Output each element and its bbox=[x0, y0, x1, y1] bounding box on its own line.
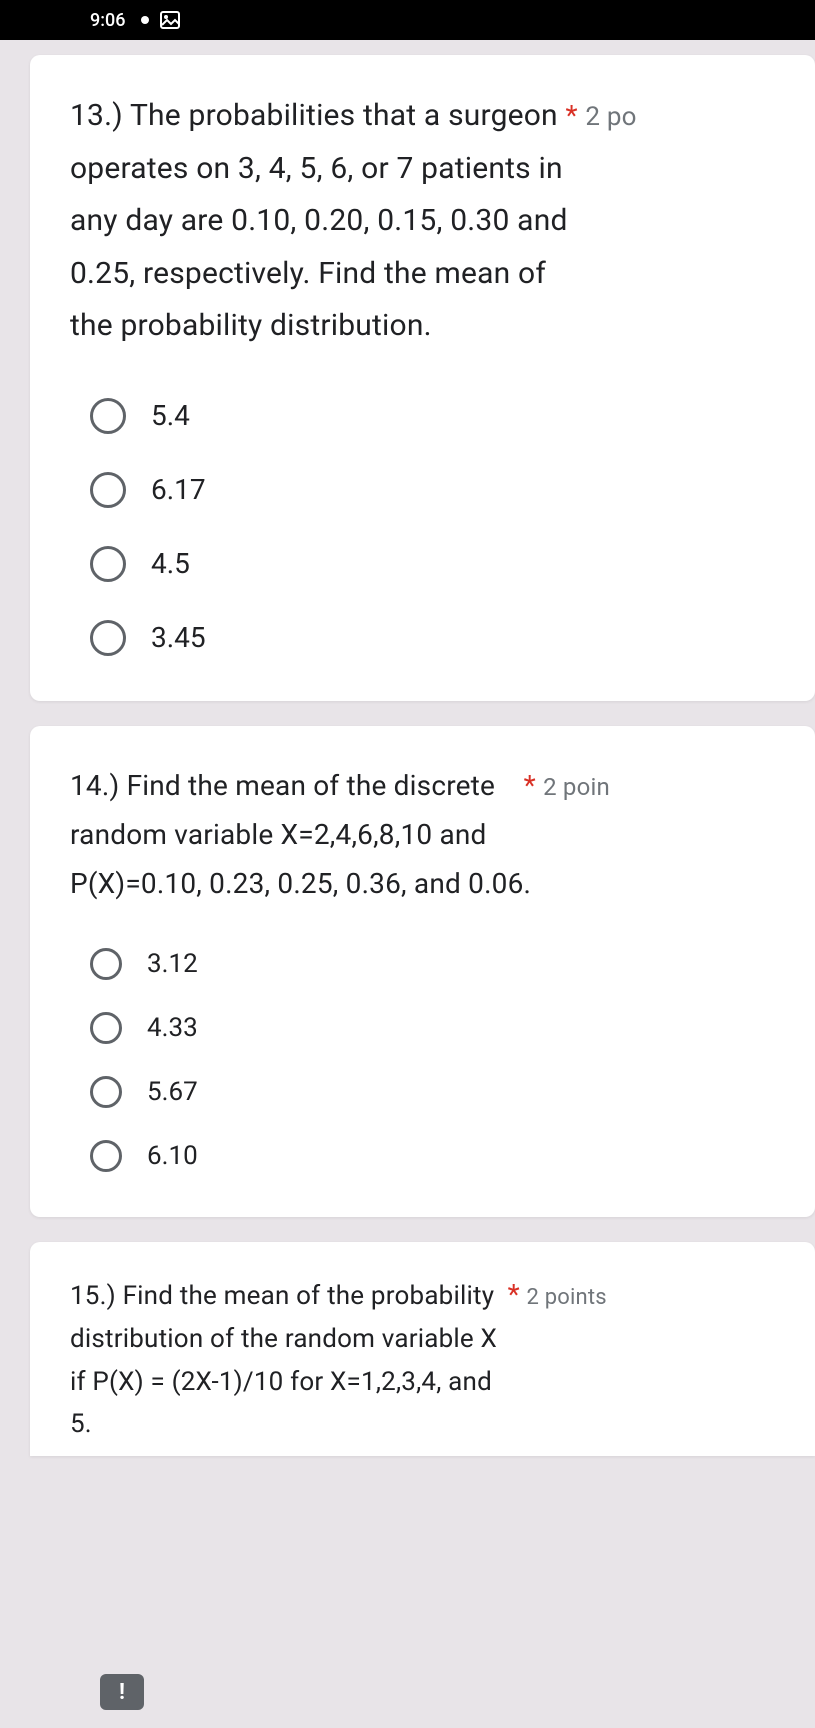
option-label: 4.5 bbox=[151, 547, 190, 580]
form-content: 13.) The probabilities that a surgeon * … bbox=[0, 40, 815, 1728]
question-card-13: 13.) The probabilities that a surgeon * … bbox=[30, 55, 815, 701]
chat-badge-icon[interactable]: ! bbox=[100, 1674, 144, 1710]
radio-option[interactable]: 6.17 bbox=[90, 472, 785, 508]
question-text: 14.) Find the mean of the discrete * 2 p… bbox=[70, 761, 785, 908]
question-card-15: 15.) Find the mean of the probability * … bbox=[30, 1242, 815, 1457]
question-text: 13.) The probabilities that a surgeon * … bbox=[70, 90, 785, 353]
radio-icon bbox=[90, 948, 122, 980]
option-label: 6.17 bbox=[151, 473, 206, 506]
points-label: 2 poin bbox=[543, 773, 610, 801]
question-card-14: 14.) Find the mean of the discrete * 2 p… bbox=[30, 726, 815, 1217]
image-icon bbox=[160, 11, 180, 29]
required-indicator: * bbox=[565, 99, 577, 132]
points-label: 2 po bbox=[585, 102, 636, 132]
radio-option[interactable]: 3.45 bbox=[90, 620, 785, 656]
option-label: 3.12 bbox=[147, 949, 198, 979]
question-text: 15.) Find the mean of the probability * … bbox=[70, 1272, 785, 1447]
status-time: 9:06 bbox=[90, 10, 125, 31]
status-bar: 9:06 bbox=[0, 0, 815, 40]
dot-icon bbox=[140, 15, 150, 25]
radio-option[interactable]: 3.12 bbox=[90, 948, 785, 980]
radio-icon bbox=[90, 1076, 122, 1108]
question-number: 13.) bbox=[70, 98, 123, 133]
question-number: 14.) bbox=[70, 769, 119, 802]
options-group: 3.12 4.33 5.67 6.10 bbox=[70, 948, 785, 1172]
option-label: 5.4 bbox=[151, 399, 190, 432]
radio-option[interactable]: 4.33 bbox=[90, 1012, 785, 1044]
radio-icon bbox=[90, 546, 126, 582]
radio-option[interactable]: 5.67 bbox=[90, 1076, 785, 1108]
radio-icon bbox=[90, 620, 126, 656]
option-label: 6.10 bbox=[147, 1141, 198, 1171]
required-indicator: * bbox=[508, 1278, 520, 1311]
option-label: 3.45 bbox=[151, 621, 206, 654]
option-label: 4.33 bbox=[147, 1013, 198, 1043]
options-group: 5.4 6.17 4.5 3.45 bbox=[70, 398, 785, 656]
radio-option[interactable]: 4.5 bbox=[90, 546, 785, 582]
radio-icon bbox=[90, 398, 126, 434]
radio-icon bbox=[90, 1140, 122, 1172]
option-label: 5.67 bbox=[147, 1077, 198, 1107]
question-number: 15.) bbox=[70, 1281, 116, 1311]
points-label: 2 points bbox=[526, 1285, 606, 1310]
radio-icon bbox=[90, 1012, 122, 1044]
radio-option[interactable]: 5.4 bbox=[90, 398, 785, 434]
radio-icon bbox=[90, 472, 126, 508]
status-icons bbox=[140, 11, 180, 29]
radio-option[interactable]: 6.10 bbox=[90, 1140, 785, 1172]
required-indicator: * bbox=[524, 769, 536, 802]
